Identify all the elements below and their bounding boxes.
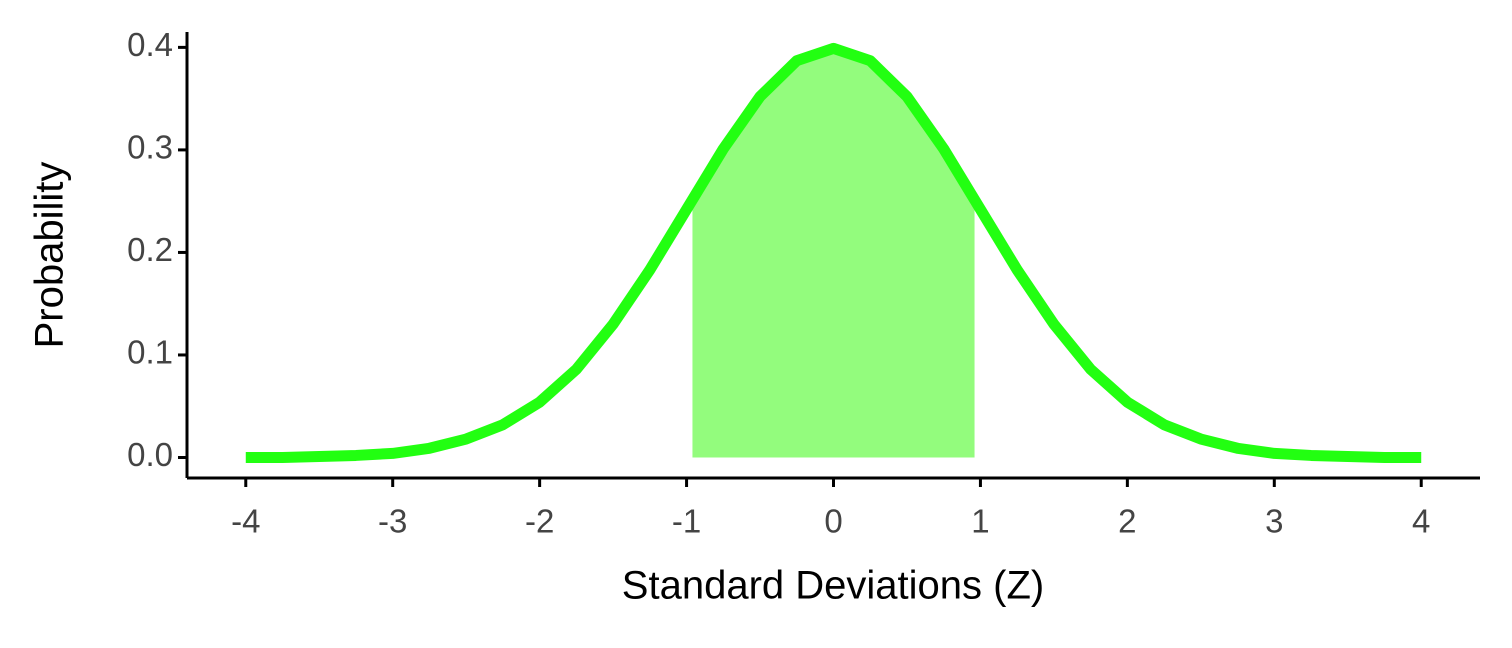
y-tick-label: 0.2 <box>127 231 173 268</box>
y-tick-label: 0.4 <box>127 26 173 63</box>
x-tick-label: 3 <box>1265 503 1283 540</box>
x-tick-label: -1 <box>672 503 701 540</box>
y-tick-label: 0.1 <box>127 334 173 371</box>
x-axis-title: Standard Deviations (Z) <box>622 564 1044 608</box>
y-axis-title: Probability <box>28 162 72 349</box>
x-tick-label: 4 <box>1412 503 1430 540</box>
x-tick-label: 0 <box>824 503 842 540</box>
x-tick-label: -3 <box>378 503 407 540</box>
y-tick-label: 0.3 <box>127 129 173 166</box>
shaded-area <box>692 48 975 458</box>
x-tick-label: -4 <box>231 503 260 540</box>
y-tick-label: 0.0 <box>127 436 173 473</box>
density-line <box>245 42 1422 463</box>
x-tick-label: 2 <box>1118 503 1136 540</box>
x-tick-label: 1 <box>971 503 989 540</box>
x-tick-label: -2 <box>525 503 554 540</box>
